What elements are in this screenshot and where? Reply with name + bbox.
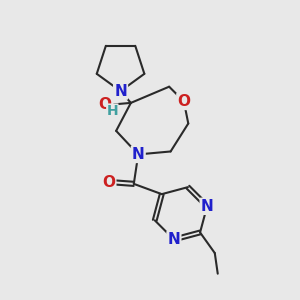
Text: O: O [177, 94, 190, 109]
Text: N: N [132, 147, 145, 162]
Text: N: N [114, 84, 127, 99]
Text: N: N [201, 199, 214, 214]
Text: N: N [167, 232, 180, 247]
Text: H: H [106, 104, 118, 118]
Text: O: O [102, 175, 115, 190]
Text: O: O [98, 97, 111, 112]
